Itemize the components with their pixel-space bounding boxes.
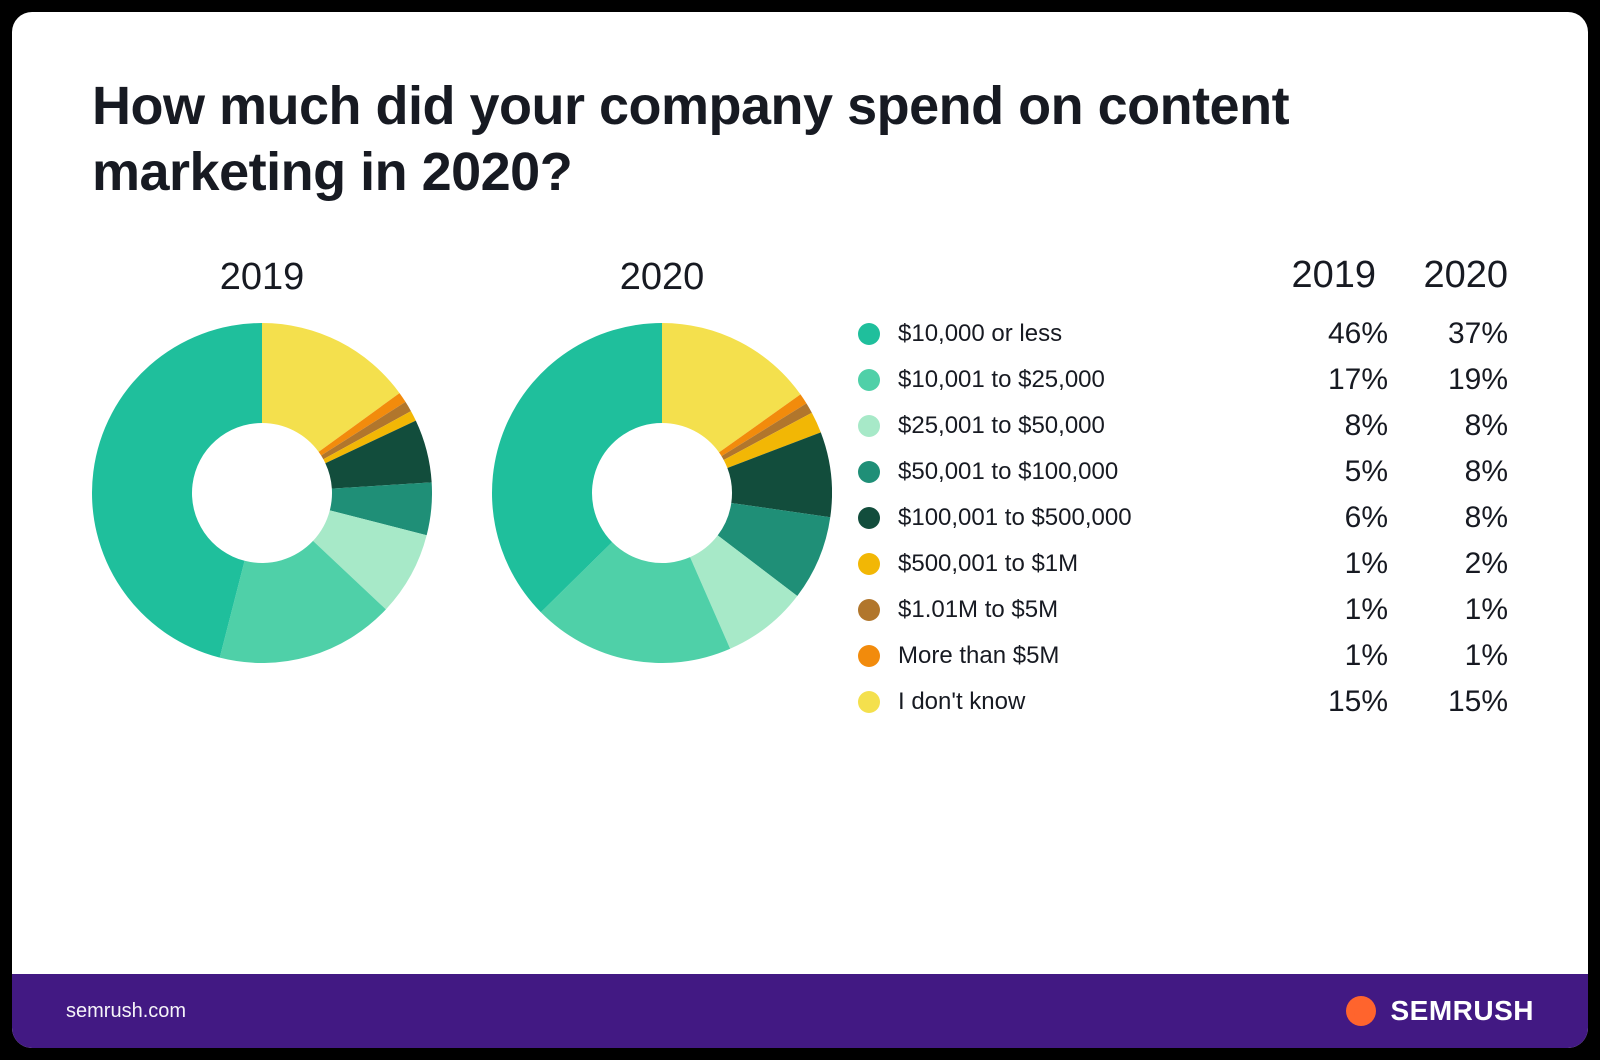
legend-label: $500,001 to $1M	[898, 550, 1268, 578]
legend-swatch	[858, 691, 880, 713]
legend: 2019 2020 $10,000 or less46%37% $10,001 t…	[852, 246, 1508, 719]
legend-value-2019: 5%	[1268, 455, 1388, 489]
donut-2019	[92, 323, 432, 663]
legend-value-2020: 8%	[1388, 455, 1508, 489]
legend-value-2019: 1%	[1268, 547, 1388, 581]
year-label-2019: 2019	[220, 256, 305, 299]
legend-row: $25,001 to $50,0008%8%	[858, 409, 1508, 443]
legend-swatch	[858, 507, 880, 529]
legend-row: $10,000 or less46%37%	[858, 317, 1508, 351]
legend-label: More than $5M	[898, 642, 1268, 670]
legend-row: $500,001 to $1M1%2%	[858, 547, 1508, 581]
legend-swatch	[858, 461, 880, 483]
year-label-2020: 2020	[620, 256, 705, 299]
donut-charts: 2019 2020	[92, 246, 832, 663]
legend-swatch	[858, 415, 880, 437]
legend-label: $50,001 to $100,000	[898, 458, 1268, 486]
legend-row: I don't know15%15%	[858, 685, 1508, 719]
legend-header-2019: 2019	[1256, 254, 1376, 297]
legend-value-2020: 15%	[1388, 685, 1508, 719]
footer-bar: semrush.com SEMRUSH	[12, 974, 1588, 1048]
chart-body: 2019 2020 2019 2020 $10,000 or less46%37…	[92, 246, 1508, 719]
legend-value-2019: 1%	[1268, 593, 1388, 627]
legend-header-2020: 2020	[1388, 254, 1508, 297]
legend-swatch	[858, 599, 880, 621]
legend-label: I don't know	[898, 688, 1268, 716]
brand-name: SEMRUSH	[1390, 995, 1534, 1027]
legend-swatch	[858, 323, 880, 345]
legend-header: 2019 2020	[858, 254, 1508, 297]
legend-label: $10,000 or less	[898, 320, 1268, 348]
legend-value-2020: 8%	[1388, 501, 1508, 535]
legend-value-2019: 6%	[1268, 501, 1388, 535]
donut-2020-column: 2020	[492, 256, 832, 663]
legend-value-2020: 37%	[1388, 317, 1508, 351]
legend-value-2020: 19%	[1388, 363, 1508, 397]
brand: SEMRUSH	[1344, 994, 1534, 1028]
legend-value-2020: 8%	[1388, 409, 1508, 443]
brand-fire-icon	[1344, 994, 1378, 1028]
legend-label: $1.01M to $5M	[898, 596, 1268, 624]
legend-value-2019: 17%	[1268, 363, 1388, 397]
legend-row: $10,001 to $25,00017%19%	[858, 363, 1508, 397]
legend-value-2019: 1%	[1268, 639, 1388, 673]
legend-value-2020: 1%	[1388, 639, 1508, 673]
legend-label: $10,001 to $25,000	[898, 366, 1268, 394]
legend-row: $100,001 to $500,0006%8%	[858, 501, 1508, 535]
legend-swatch	[858, 645, 880, 667]
legend-value-2020: 1%	[1388, 593, 1508, 627]
legend-swatch	[858, 553, 880, 575]
legend-row: More than $5M1%1%	[858, 639, 1508, 673]
donut-2020	[492, 323, 832, 663]
legend-rows: $10,000 or less46%37%$10,001 to $25,0001…	[858, 317, 1508, 719]
legend-value-2019: 46%	[1268, 317, 1388, 351]
legend-row: $1.01M to $5M1%1%	[858, 593, 1508, 627]
legend-swatch	[858, 369, 880, 391]
legend-value-2019: 8%	[1268, 409, 1388, 443]
infographic-card: How much did your company spend on conte…	[12, 12, 1588, 1048]
legend-value-2019: 15%	[1268, 685, 1388, 719]
legend-label: $100,001 to $500,000	[898, 504, 1268, 532]
legend-label: $25,001 to $50,000	[898, 412, 1268, 440]
donut-2019-column: 2019	[92, 256, 432, 663]
footer-url: semrush.com	[66, 1000, 186, 1023]
legend-row: $50,001 to $100,0005%8%	[858, 455, 1508, 489]
chart-title: How much did your company spend on conte…	[92, 74, 1412, 206]
legend-value-2020: 2%	[1388, 547, 1508, 581]
